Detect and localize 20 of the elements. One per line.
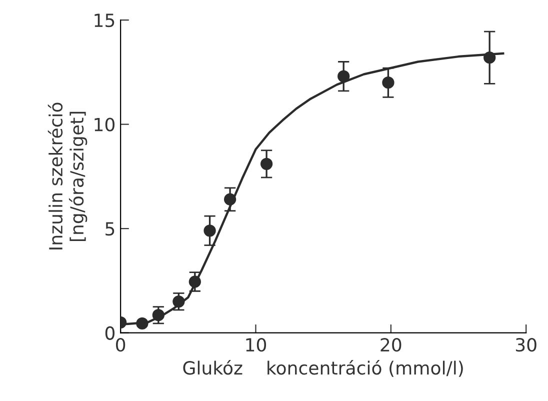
x-tick-label: 30	[516, 338, 536, 352]
point	[188, 276, 201, 288]
x-tick-label: 0	[116, 338, 126, 352]
y-tick-label: 0	[105, 326, 114, 340]
point	[204, 224, 216, 237]
point	[382, 76, 394, 89]
point	[484, 52, 496, 64]
point	[172, 295, 185, 308]
point	[224, 193, 236, 206]
point	[338, 70, 350, 82]
y-tick-label: 10	[94, 118, 114, 132]
x-axis-title: Glukóz koncentráció (mmol/l)	[183, 360, 463, 377]
y-tick-label: 15	[94, 14, 114, 28]
y-tick-label: 5	[106, 222, 114, 236]
x-tick-label: 20	[380, 338, 402, 352]
point	[136, 317, 148, 330]
y-axis-title: Inzulin szekréció [ng/óra/sziget]	[48, 102, 88, 250]
x-tick-label: 10	[246, 338, 266, 352]
point	[152, 309, 164, 322]
point	[260, 158, 273, 170]
